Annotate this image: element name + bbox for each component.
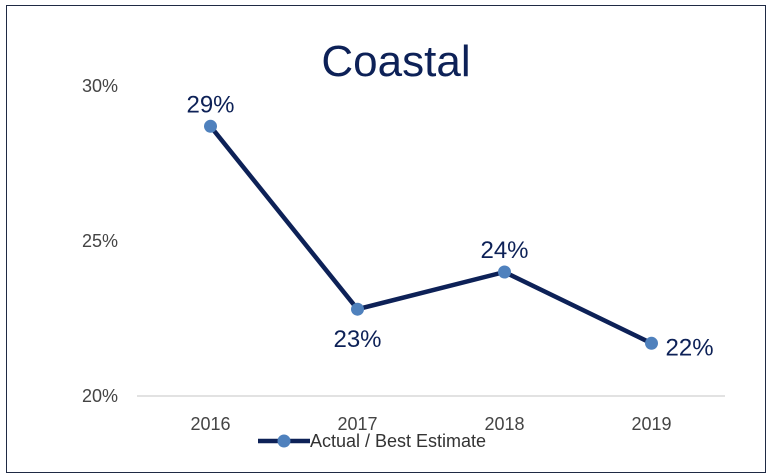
y-axis-ticks: 20% 25% 30% [82,76,118,406]
x-tick-label: 2017 [337,414,377,434]
series-group [204,119,658,350]
data-label: 22% [666,334,714,361]
data-point [645,336,658,350]
series-line [208,124,653,346]
data-point [351,302,364,316]
data-label: 23% [333,326,381,353]
chart-frame [6,5,766,473]
data-point [204,119,217,133]
y-tick-label: 20% [82,386,118,406]
y-tick-label: 25% [82,231,118,251]
legend: Actual / Best Estimate [258,431,486,451]
legend-marker-swatch [277,434,291,448]
x-tick-label: 2016 [190,414,230,434]
data-labels: 29% 23% 24% 22% [186,91,713,361]
data-point [498,265,511,279]
data-label: 29% [186,91,234,118]
x-tick-label: 2019 [631,414,671,434]
x-axis-ticks: 2016 2017 2018 2019 [190,414,671,434]
y-tick-label: 30% [82,76,118,96]
x-tick-label: 2018 [484,414,524,434]
legend-label: Actual / Best Estimate [310,431,486,451]
chart-title: Coastal [321,37,470,86]
data-label: 24% [480,237,528,264]
